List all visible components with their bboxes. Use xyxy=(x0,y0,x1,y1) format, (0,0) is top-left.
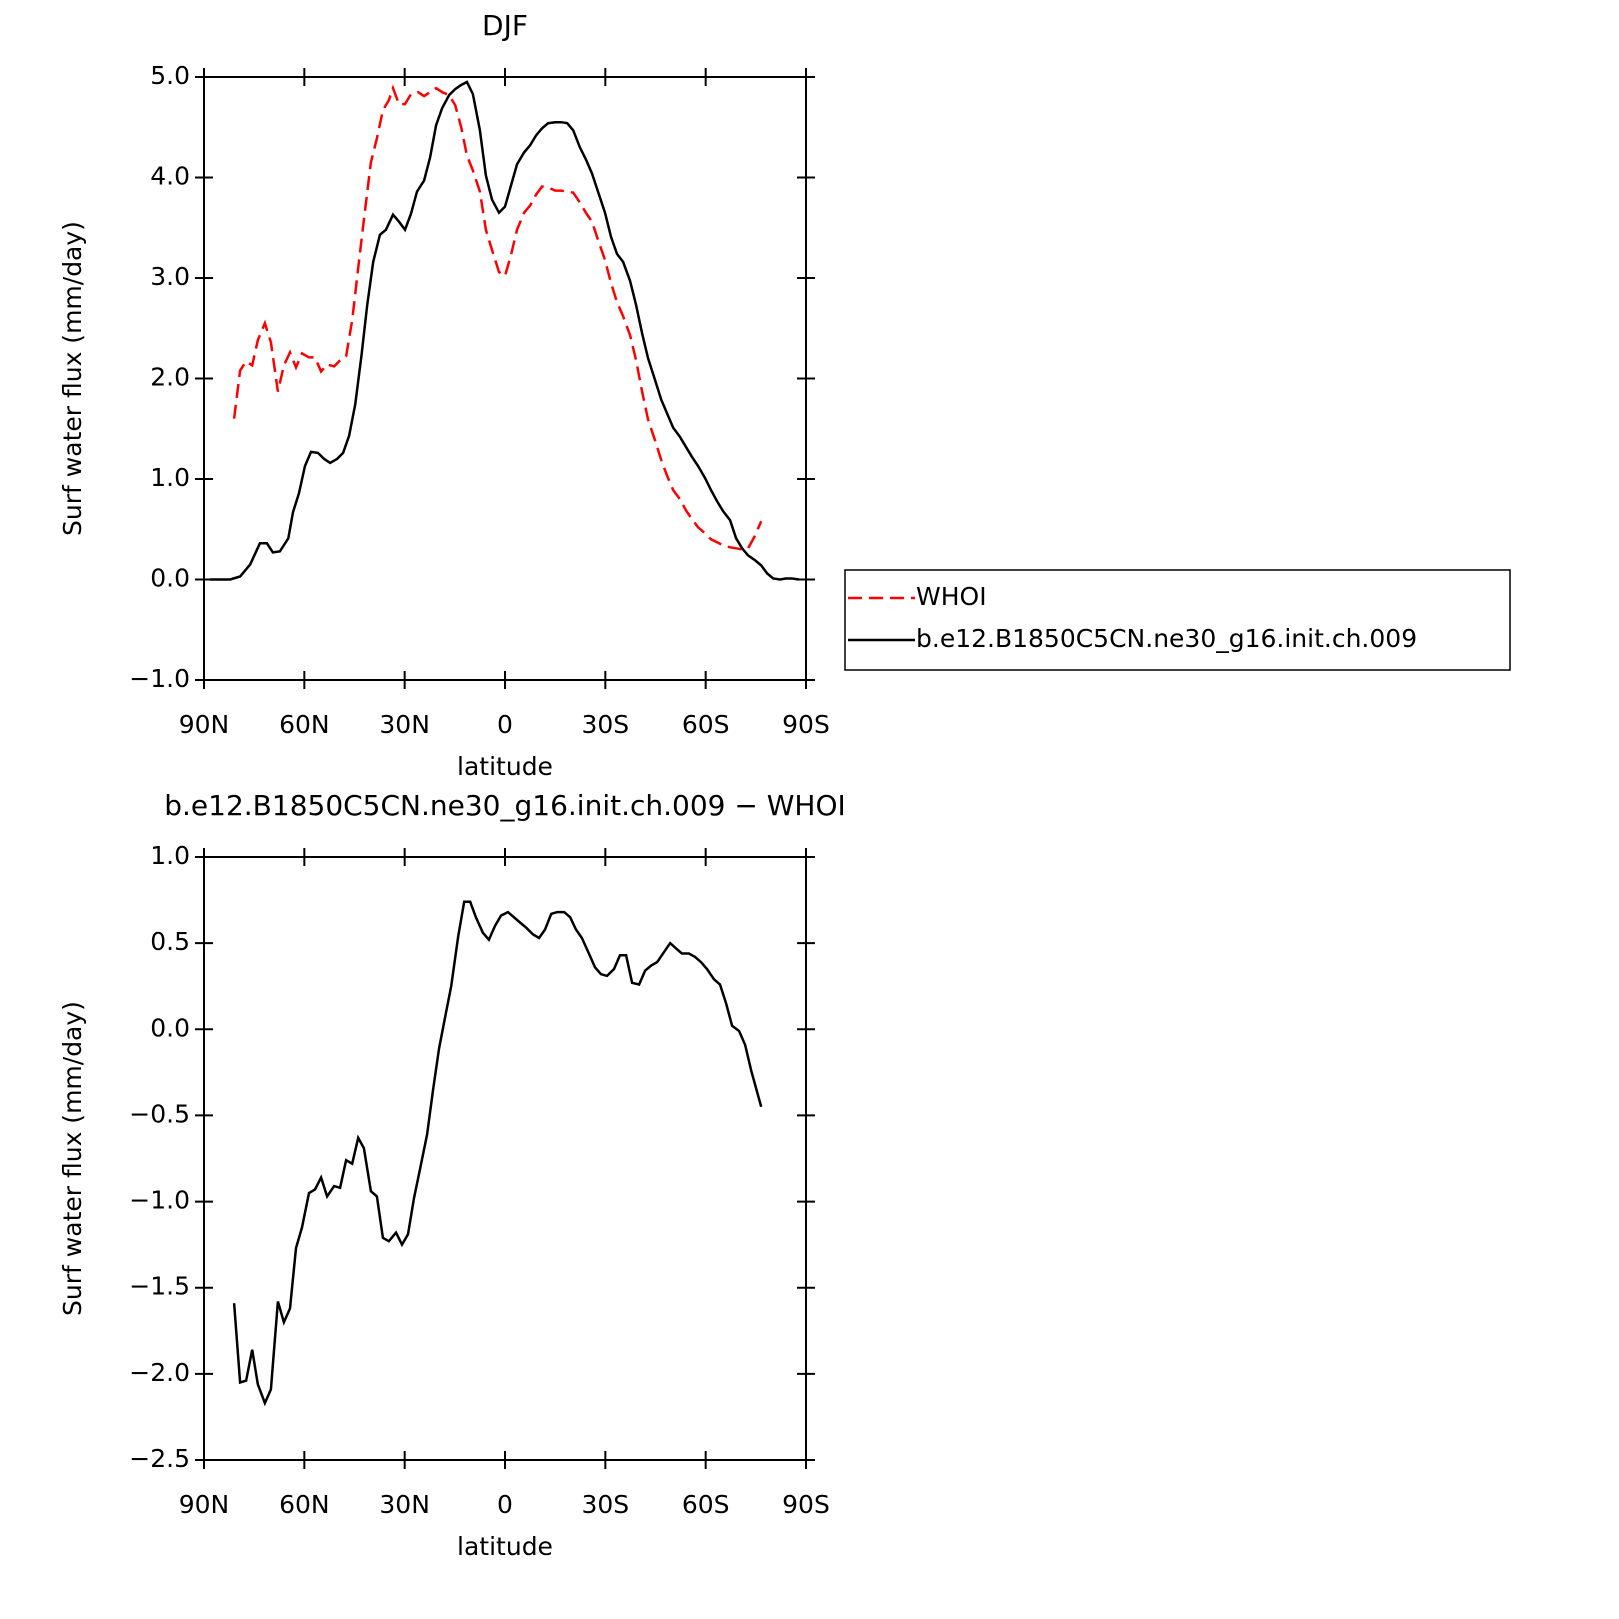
x-tick-label: 90N xyxy=(179,1490,230,1519)
x-tick-label: 30S xyxy=(581,710,629,739)
x-tick-label: 0 xyxy=(497,710,513,739)
legend-box xyxy=(844,569,1511,671)
x-tick-label: 90S xyxy=(782,1490,830,1519)
y-tick-label: −1.5 xyxy=(129,1272,190,1301)
legend-label: WHOI xyxy=(916,582,987,611)
y-tick-label: 3.0 xyxy=(150,262,190,291)
y-tick-label: 5.0 xyxy=(150,61,190,90)
y-tick-label: 0.5 xyxy=(150,927,190,956)
legend-label: b.e12.B1850C5CN.ne30_g16.init.ch.009 xyxy=(916,624,1417,653)
x-tick-label: 30N xyxy=(379,1490,430,1519)
x-tick-label: 90N xyxy=(179,710,230,739)
y-tick-label: −1.0 xyxy=(129,1186,190,1215)
y-tick-label: −1.0 xyxy=(129,664,190,693)
x-axis-label: latitude xyxy=(457,752,553,781)
x-tick-label: 30S xyxy=(581,1490,629,1519)
y-tick-label: 0.0 xyxy=(150,1013,190,1042)
plot-frame xyxy=(203,76,807,681)
x-tick-label: 60N xyxy=(279,710,330,739)
chart-title: b.e12.B1850C5CN.ne30_g16.init.ch.009 − W… xyxy=(164,789,846,822)
y-tick-label: 1.0 xyxy=(150,463,190,492)
y-tick-label: 0.0 xyxy=(150,564,190,593)
x-tick-label: 60S xyxy=(682,1490,730,1519)
plot-frame xyxy=(203,856,807,1461)
x-tick-label: 60N xyxy=(279,1490,330,1519)
data-line xyxy=(232,900,763,1407)
x-tick-label: 90S xyxy=(782,710,830,739)
y-tick-label: −0.5 xyxy=(129,1099,190,1128)
chart-title: DJF xyxy=(482,9,528,42)
data-line xyxy=(232,84,763,551)
data-line xyxy=(210,80,800,581)
y-tick-label: −2.5 xyxy=(129,1444,190,1473)
y-tick-label: 1.0 xyxy=(150,841,190,870)
x-tick-label: 0 xyxy=(497,1490,513,1519)
x-tick-label: 60S xyxy=(682,710,730,739)
y-tick-label: 4.0 xyxy=(150,162,190,191)
y-tick-label: 2.0 xyxy=(150,363,190,392)
y-axis-label: Surf water flux (mm/day) xyxy=(58,1001,87,1316)
y-axis-label: Surf water flux (mm/day) xyxy=(58,221,87,536)
y-tick-label: −2.0 xyxy=(129,1358,190,1387)
x-tick-label: 30N xyxy=(379,710,430,739)
x-axis-label: latitude xyxy=(457,1532,553,1561)
